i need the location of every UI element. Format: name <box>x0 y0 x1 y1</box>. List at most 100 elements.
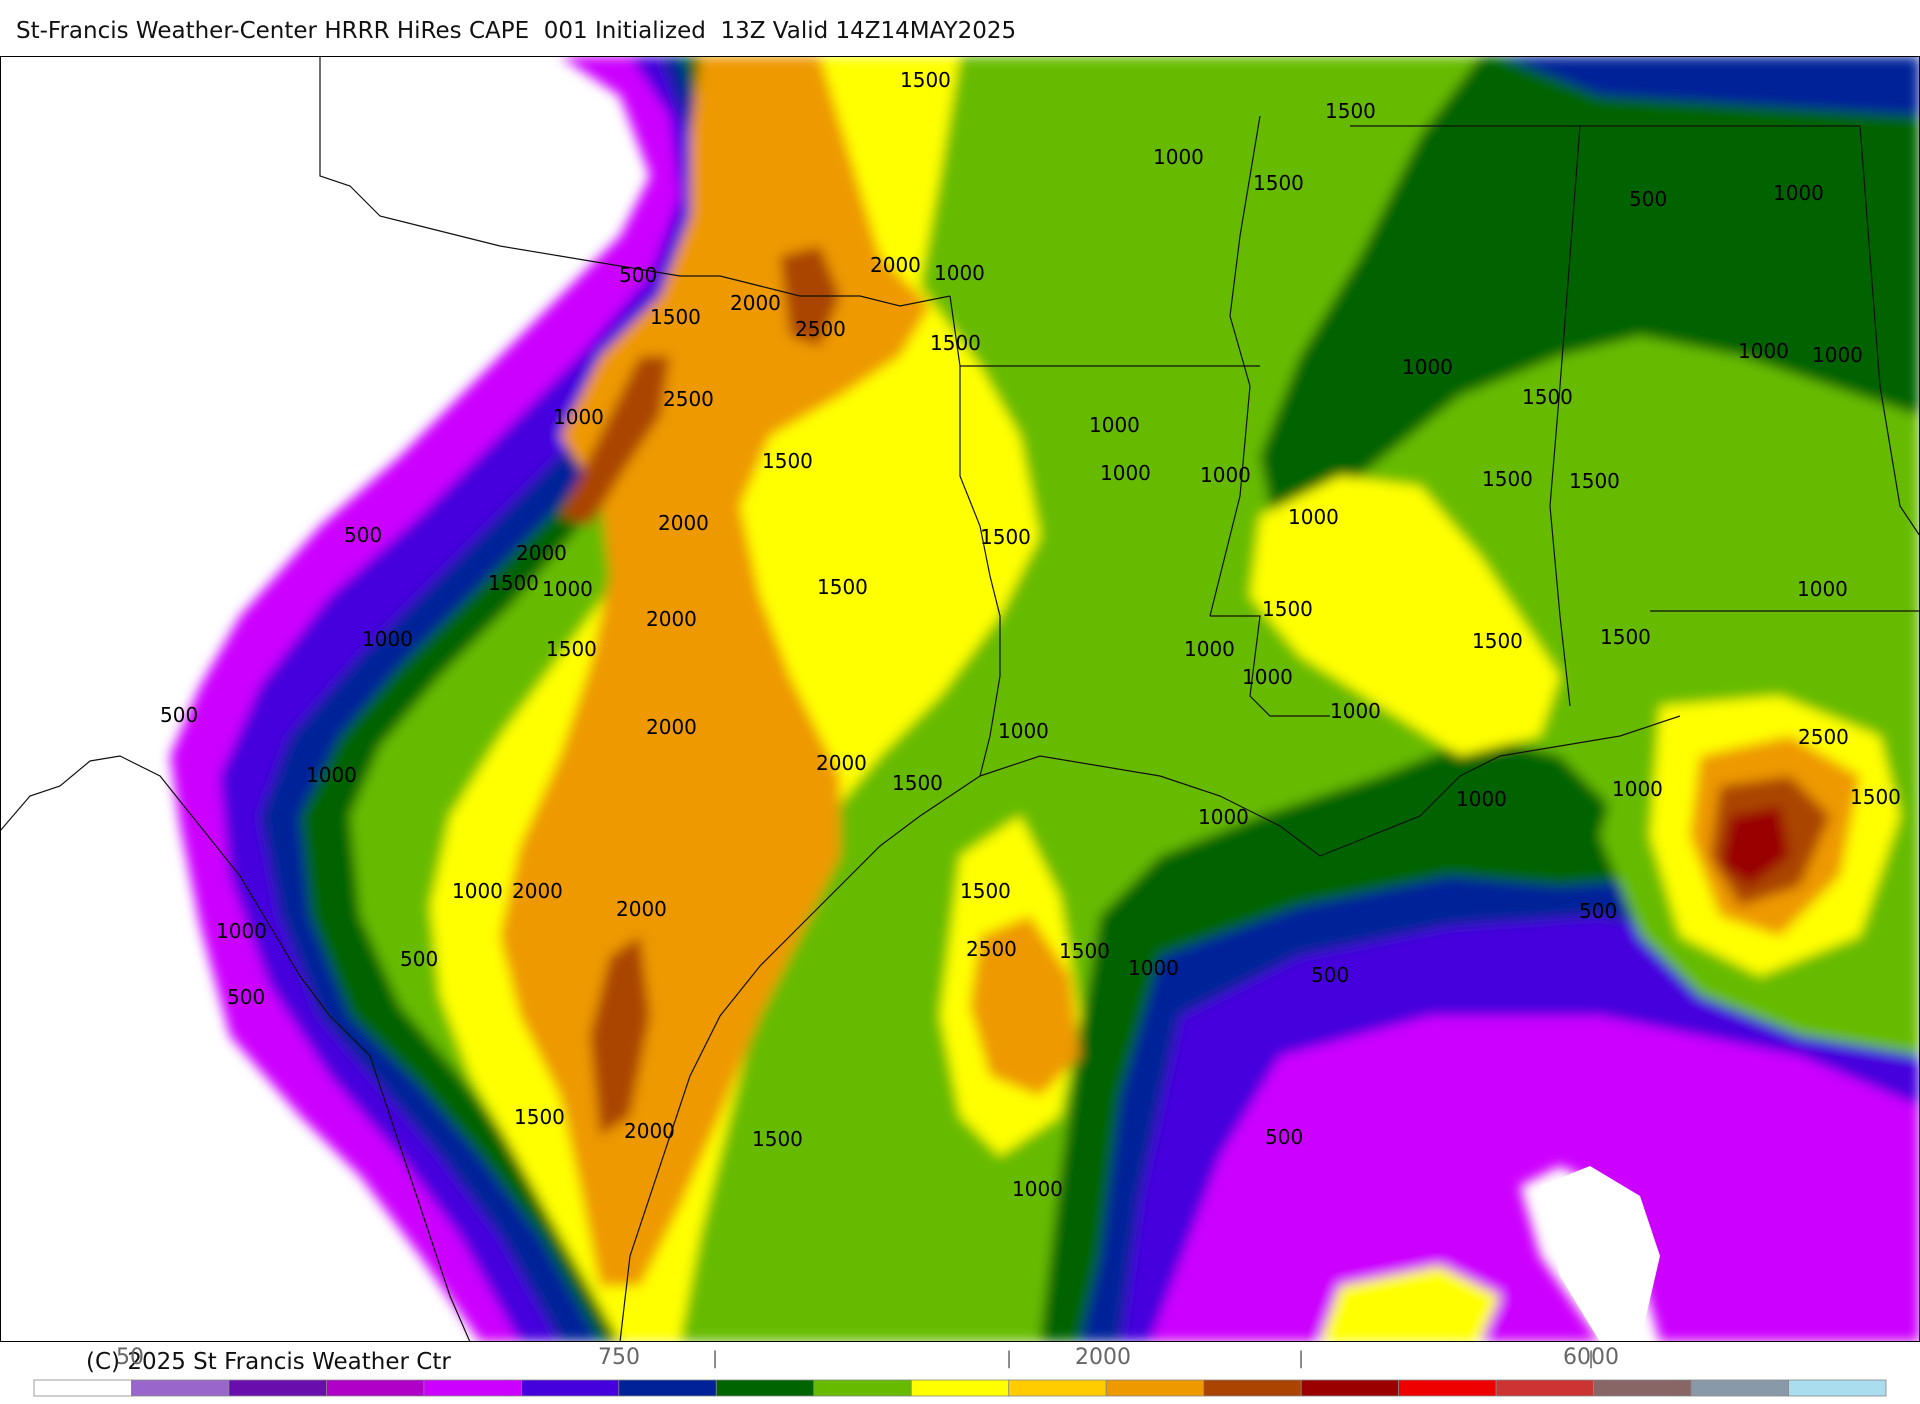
cape-band-brown <box>560 356 670 526</box>
contour-label: 1000 <box>1288 505 1339 529</box>
contour-label: 1000 <box>542 577 593 601</box>
contour-label: 1500 <box>817 575 868 599</box>
colorbar-swatch <box>228 1379 327 1397</box>
contour-label: 1500 <box>1850 785 1901 809</box>
contour-label: 1000 <box>452 879 503 903</box>
map-title: St-Francis Weather-Center HRRR HiRes CAP… <box>16 18 1017 44</box>
contour-label: 1500 <box>960 879 1011 903</box>
contour-label: 1000 <box>1100 461 1151 485</box>
political-borders <box>0 56 1920 1342</box>
contour-label: 1000 <box>1797 577 1848 601</box>
contour-label: 1000 <box>998 719 1049 743</box>
colorbar-swatch <box>521 1379 620 1397</box>
contour-label: 1000 <box>1812 343 1863 367</box>
colorbar-swatch <box>813 1379 912 1397</box>
contour-label: 2500 <box>663 387 714 411</box>
coastline-louisiana <box>979 715 1681 857</box>
contour-label: 2000 <box>730 291 781 315</box>
contour-labels: 1500 1500 1000 1500 500 1000 2000 1000 5… <box>160 68 1901 1201</box>
contour-label: 2000 <box>616 897 667 921</box>
cape-band-orange-gulf <box>970 916 1080 1096</box>
colorbar-tick: | <box>1298 1348 1305 1369</box>
contour-label: 1500 <box>1600 625 1651 649</box>
contour-label: 1500 <box>900 68 951 92</box>
coastline-texas <box>619 775 981 1342</box>
colorbar-label: 6000 <box>1563 1345 1619 1370</box>
colorbar <box>0 1342 1920 1400</box>
colorbar-swatch <box>131 1379 230 1397</box>
contour-label: 1000 <box>1456 787 1507 811</box>
border-texas-louisiana <box>949 295 1001 777</box>
contour-label: 1000 <box>306 763 357 787</box>
contour-label: 1000 <box>1200 463 1251 487</box>
contour-label: 2000 <box>658 511 709 535</box>
contour-label: 1500 <box>1262 597 1313 621</box>
colorbar-swatch <box>33 1379 132 1397</box>
cape-band-brown-3 <box>590 936 650 1136</box>
contour-label: 2000 <box>624 1119 675 1143</box>
border-mexico-texas <box>0 755 471 1342</box>
contour-label: 1000 <box>1153 145 1204 169</box>
colorbar-swatch <box>1593 1379 1692 1397</box>
contour-label: 1500 <box>762 449 813 473</box>
colorbar-swatch <box>910 1379 1010 1397</box>
colorbar-swatch <box>325 1379 425 1397</box>
contour-label: 1000 <box>1184 637 1235 661</box>
colorbar-label: 750 <box>598 1345 640 1370</box>
colorbar-tick: | <box>1006 1348 1013 1369</box>
border-ms-alabama <box>1549 125 1581 707</box>
cape-band-yellow-south <box>1320 1266 1500 1342</box>
contour-label: 1500 <box>514 1105 565 1129</box>
cape-fill-layers <box>170 56 1920 1342</box>
contour-label: 2000 <box>816 751 867 775</box>
colorbar-swatch <box>1300 1379 1400 1397</box>
contour-label: 1500 <box>930 331 981 355</box>
contour-label: 500 <box>160 703 198 727</box>
contour-label: 500 <box>344 523 382 547</box>
contour-label: 1500 <box>1522 385 1573 409</box>
colorbar-swatch <box>1105 1379 1205 1397</box>
border-alabama-georgia <box>1859 125 1920 537</box>
colorbar-swatch <box>423 1379 522 1397</box>
colorbar-swatch <box>1008 1379 1107 1397</box>
contour-label: 1000 <box>1773 181 1824 205</box>
contour-label: 2000 <box>516 541 567 565</box>
contour-label: 500 <box>1579 899 1617 923</box>
contour-label: 1000 <box>1402 355 1453 379</box>
colorbar-svg <box>33 1379 1887 1397</box>
colorbar-tick: | <box>1588 1348 1595 1369</box>
contour-label: 1500 <box>650 305 701 329</box>
colorbar-tick: | <box>712 1348 719 1369</box>
contour-label: 1000 <box>1128 956 1179 980</box>
contour-label: 1500 <box>1569 469 1620 493</box>
contour-label: 2000 <box>870 253 921 277</box>
contour-label: 1000 <box>1089 413 1140 437</box>
colorbar-swatch <box>1203 1379 1302 1397</box>
contour-label: 500 <box>227 985 265 1009</box>
copyright-text: (C) 2025 St Francis Weather Ctr <box>86 1349 451 1375</box>
contour-label: 500 <box>619 263 657 287</box>
contour-label: 1000 <box>1738 339 1789 363</box>
colorbar-label: 2000 <box>1075 1345 1131 1370</box>
colorbar-swatch <box>618 1379 717 1397</box>
contour-label: 1000 <box>1612 777 1663 801</box>
cape-contour-map: 1500 1500 1000 1500 500 1000 2000 1000 5… <box>0 56 1920 1342</box>
contour-label: 1000 <box>934 261 985 285</box>
contour-label: 1500 <box>752 1127 803 1151</box>
contour-label: 1500 <box>1059 939 1110 963</box>
contour-label: 2500 <box>1798 725 1849 749</box>
colorbar-swatch <box>1398 1379 1497 1397</box>
contour-label: 500 <box>1629 187 1667 211</box>
contour-label: 1500 <box>980 525 1031 549</box>
contour-label: 1500 <box>546 637 597 661</box>
contour-label: 2000 <box>646 715 697 739</box>
contour-label: 1500 <box>1253 171 1304 195</box>
contour-label: 1000 <box>1242 665 1293 689</box>
contour-label: 1000 <box>216 919 267 943</box>
cape-band-darkred-east <box>1720 806 1790 886</box>
contour-label: 1000 <box>1198 805 1249 829</box>
contour-label: 1500 <box>1325 99 1376 123</box>
cape-band-yellow-ms <box>1250 476 1560 756</box>
contour-label: 1500 <box>1472 629 1523 653</box>
contour-label: 500 <box>1265 1125 1303 1149</box>
